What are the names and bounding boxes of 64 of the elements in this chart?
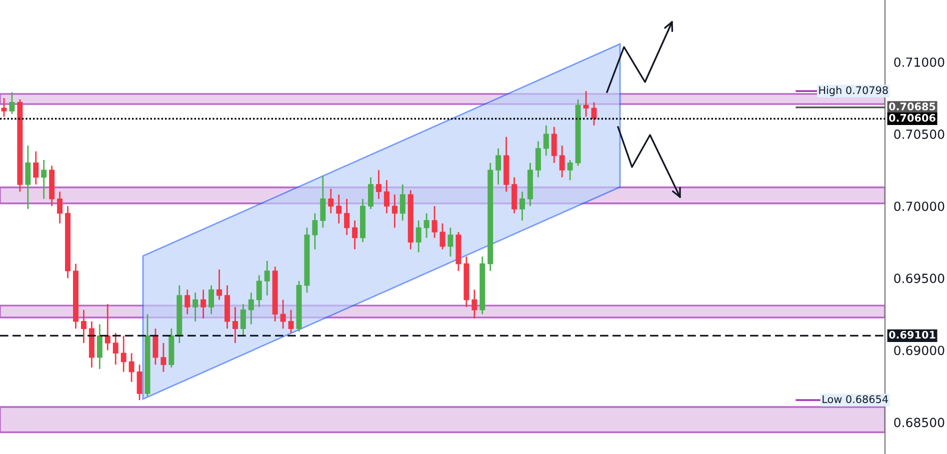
candlestick	[120, 335, 126, 373]
candlestick	[376, 169, 382, 200]
ref-line-label: Low 0.68654	[822, 395, 888, 404]
candlestick	[136, 364, 142, 401]
candlestick	[472, 289, 478, 320]
candlestick	[112, 332, 118, 366]
ref-line-label: 0.69101	[889, 330, 936, 339]
candlestick	[240, 303, 246, 337]
candlestick	[200, 289, 206, 320]
candlestick	[248, 292, 254, 325]
candlestick	[160, 342, 166, 373]
y-tick-label: 0.69000	[894, 346, 944, 356]
candlestick	[392, 194, 398, 228]
candlestick	[232, 306, 238, 344]
candlestick	[336, 194, 342, 224]
candlestick	[567, 159, 573, 181]
candlestick	[9, 92, 15, 115]
y-tick-label: 0.71000	[894, 57, 944, 67]
ref-line-label: 0.70606	[889, 114, 936, 122]
y-tick-label: 0.70000	[894, 202, 944, 212]
candlestick	[583, 90, 589, 118]
candlestick	[424, 212, 430, 239]
candlestick	[328, 188, 334, 214]
candlestick	[41, 159, 47, 200]
candlestick	[519, 190, 525, 222]
candlestick	[400, 184, 406, 222]
candlestick	[344, 198, 350, 236]
candlestick	[264, 260, 270, 296]
candlestick	[128, 352, 134, 383]
candlestick	[320, 175, 326, 228]
candlestick	[384, 179, 390, 214]
candlestick	[1, 97, 7, 118]
candlestick	[535, 140, 541, 178]
candlestick	[288, 309, 294, 334]
candlestick	[559, 144, 565, 178]
candlestick	[551, 126, 557, 164]
candlestick	[216, 268, 222, 300]
ref-line-label: High 0.70798	[819, 86, 888, 96]
candlestick	[440, 222, 446, 250]
candlestick	[416, 220, 422, 253]
candlestick	[448, 227, 454, 258]
candlestick	[208, 284, 214, 315]
candlestick	[33, 150, 39, 186]
candlestick	[25, 144, 31, 210]
candlestick	[80, 309, 86, 344]
candlestick	[352, 220, 358, 250]
candlestick	[591, 102, 597, 126]
candlestick	[184, 289, 190, 315]
candlestick	[104, 303, 110, 351]
candlestick	[152, 328, 158, 366]
y-tick-label: 0.69500	[894, 274, 944, 284]
candlestick	[312, 212, 318, 250]
candlestick	[256, 274, 262, 308]
candlestick	[368, 176, 374, 210]
candlestick	[57, 190, 63, 224]
y-tick-label: 0.68500	[894, 418, 944, 428]
ref-line-label: 0.70685	[889, 102, 936, 110]
candlestick	[280, 299, 286, 330]
candlestick	[192, 292, 198, 322]
y-tick-label: 0.70500	[894, 130, 944, 139]
candlestick	[543, 124, 549, 156]
candlestick	[496, 148, 502, 186]
candlestick	[96, 324, 102, 370]
candlestick	[432, 205, 438, 239]
